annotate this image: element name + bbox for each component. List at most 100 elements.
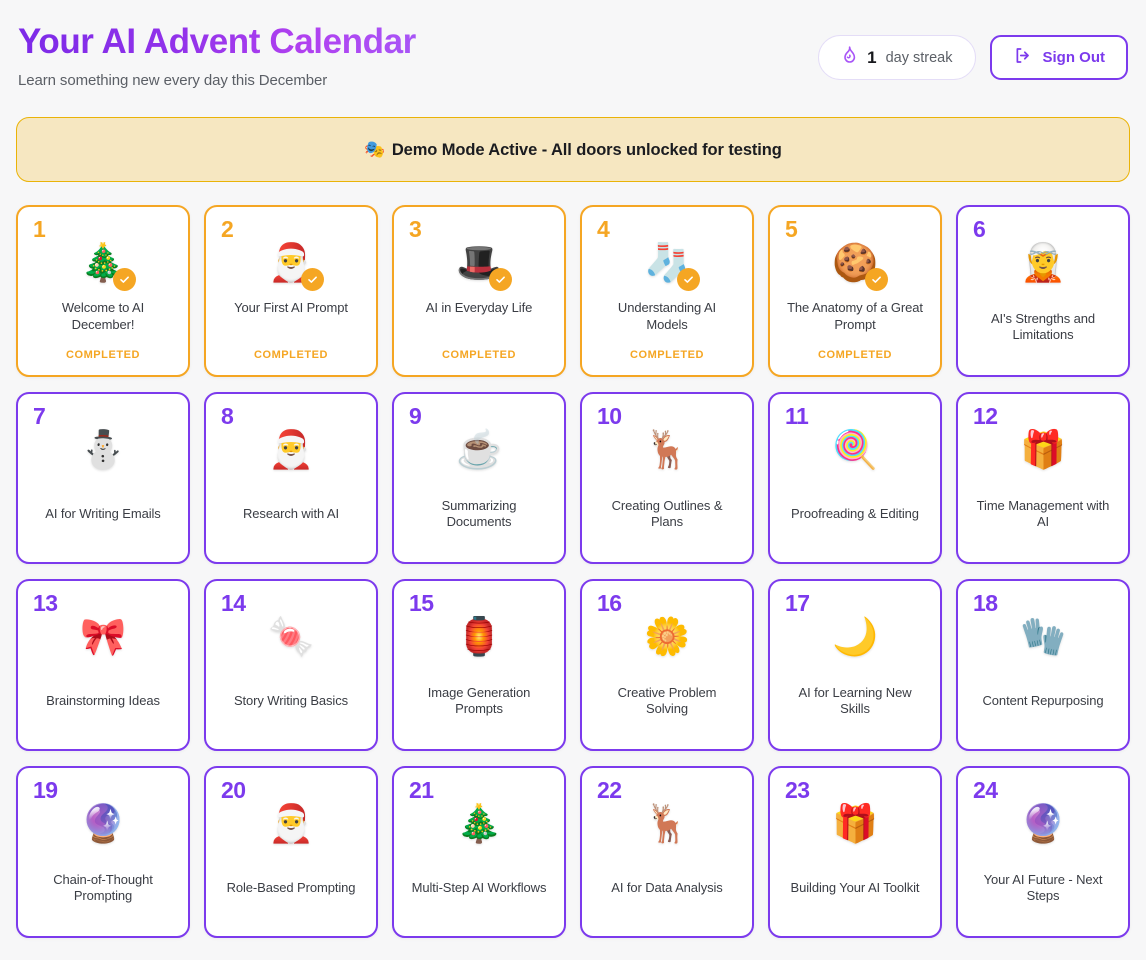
door-emoji-wrap: 🏮 [404, 605, 554, 667]
door-emoji-wrap: 🧤 [968, 605, 1118, 667]
door-card[interactable]: 24 🔮 Your AI Future - Next Steps [956, 766, 1130, 939]
check-icon [113, 268, 136, 292]
door-title-text: AI for Learning New Skills [798, 684, 912, 717]
door-card[interactable]: 14 🍬 Story Writing Basics [204, 579, 378, 752]
door-emoji-icon: 🍭 [831, 428, 879, 470]
door-title-text: Your First AI Prompt [234, 300, 348, 316]
check-icon [489, 268, 512, 292]
door-title: Welcome to AI December! [28, 293, 178, 349]
door-card[interactable]: 15 🏮 Image Generation Prompts [392, 579, 566, 752]
door-number: 24 [973, 777, 998, 804]
door-card[interactable]: 23 🎁 Building Your AI Toolkit [768, 766, 942, 939]
door-emoji-icon: 🎅 [267, 802, 315, 844]
door-emoji-icon: 🌼 [643, 615, 691, 657]
streak-badge[interactable]: 1 day streak [818, 35, 976, 80]
door-number: 15 [409, 590, 434, 617]
door-title: Time Management with AI [968, 480, 1118, 548]
door-emoji-wrap: 🌼 [592, 605, 742, 667]
door-title-text: Building Your AI Toolkit [790, 879, 920, 895]
door-emoji-wrap: 🎅 [216, 792, 366, 854]
door-title-text: Proofreading & Editing [791, 505, 919, 521]
calendar-grid: 1 🎄 Welcome to AI December! COMPLETED 2 🎅 Your… [16, 205, 1130, 960]
page-title: Your AI Advent Calendar [18, 22, 416, 61]
door-card[interactable]: 5 🍪 The Anatomy of a Great Prompt COMPLETED [768, 205, 942, 378]
door-title: AI for Writing Emails [28, 480, 178, 548]
door-number: 20 [221, 777, 246, 804]
door-title-text: Role-Based Prompting [226, 879, 356, 895]
door-emoji-wrap: 🍬 [216, 605, 366, 667]
door-emoji-wrap: 🎁 [968, 418, 1118, 480]
door-card[interactable]: 18 🧤 Content Repurposing [956, 579, 1130, 752]
door-emoji-wrap: 🦌 [592, 792, 742, 854]
door-emoji-icon: 🏮 [455, 615, 503, 657]
header-actions: 1 day streak Sign Out [818, 35, 1130, 80]
door-emoji-icon: 🌙 [831, 615, 879, 657]
door-card[interactable]: 9 ☕ Summarizing Documents [392, 392, 566, 565]
door-number: 11 [785, 403, 809, 430]
door-emoji-wrap: 🧦 [592, 231, 742, 293]
door-card[interactable]: 1 🎄 Welcome to AI December! COMPLETED [16, 205, 190, 378]
door-number: 14 [221, 590, 246, 617]
door-title: Multi-Step AI Workflows [404, 854, 554, 922]
door-emoji-wrap: 🎅 [216, 231, 366, 293]
door-title: Your First AI Prompt [216, 293, 366, 349]
door-emoji-icon: 🦌 [643, 428, 691, 470]
check-icon [677, 268, 700, 292]
door-title-text: AI's Strengths and Limitations [990, 310, 1096, 343]
door-emoji-wrap: 🌙 [780, 605, 930, 667]
door-card[interactable]: 2 🎅 Your First AI Prompt COMPLETED [204, 205, 378, 378]
door-emoji-wrap: ☕ [404, 418, 554, 480]
door-emoji-icon: ⛄ [79, 428, 127, 470]
door-card[interactable]: 8 🎅 Research with AI [204, 392, 378, 565]
door-card[interactable]: 10 🦌 Creating Outlines & Plans [580, 392, 754, 565]
door-card[interactable]: 16 🌼 Creative Problem Solving [580, 579, 754, 752]
door-number: 19 [33, 777, 58, 804]
door-card[interactable]: 4 🧦 Understanding AI Models COMPLETED [580, 205, 754, 378]
door-title-text: Your AI Future - Next Steps [983, 871, 1103, 904]
sign-out-button[interactable]: Sign Out [989, 35, 1128, 80]
door-card[interactable]: 22 🦌 AI for Data Analysis [580, 766, 754, 939]
door-emoji-icon: 🧝 [1019, 241, 1067, 283]
door-emoji-icon: 🎀 [79, 615, 127, 657]
door-emoji-icon: 🍬 [267, 615, 315, 657]
door-title: Brainstorming Ideas [28, 667, 178, 735]
door-card[interactable]: 7 ⛄ AI for Writing Emails [16, 392, 190, 565]
door-title-text: Creating Outlines & Plans [611, 497, 723, 530]
door-emoji-icon: ☕ [455, 428, 503, 470]
door-title-text: Image Generation Prompts [427, 684, 531, 717]
door-card[interactable]: 13 🎀 Brainstorming Ideas [16, 579, 190, 752]
door-card[interactable]: 20 🎅 Role-Based Prompting [204, 766, 378, 939]
door-status-badge: COMPLETED [817, 349, 892, 362]
door-emoji-wrap: 🔮 [28, 792, 178, 854]
door-emoji-icon: 🎄 [455, 802, 503, 844]
door-title: Building Your AI Toolkit [780, 854, 930, 922]
door-title-text: Welcome to AI December! [61, 300, 145, 332]
check-icon [301, 268, 324, 292]
door-card[interactable]: 11 🍭 Proofreading & Editing [768, 392, 942, 565]
door-title: Creative Problem Solving [592, 667, 742, 735]
door-card[interactable]: 3 🎩 AI in Everyday Life COMPLETED [392, 205, 566, 378]
door-title: Summarizing Documents [404, 480, 554, 548]
door-card[interactable]: 21 🎄 Multi-Step AI Workflows [392, 766, 566, 939]
door-card[interactable]: 6 🧝 AI's Strengths and Limitations [956, 205, 1130, 378]
door-number: 16 [597, 590, 622, 617]
door-number: 3 [409, 216, 422, 243]
door-number: 12 [973, 403, 998, 430]
door-emoji-icon: 🎁 [831, 802, 879, 844]
door-emoji-wrap: 🎅 [216, 418, 366, 480]
door-emoji-wrap: 🍪 [780, 231, 930, 293]
door-title-text: Summarizing Documents [441, 497, 517, 530]
door-emoji-icon: 🦌 [643, 802, 691, 844]
door-emoji-icon: 🎅 [267, 428, 315, 470]
flame-icon [841, 45, 858, 70]
door-emoji-icon: 🔮 [79, 802, 127, 844]
door-emoji-wrap: 🎩 [404, 231, 554, 293]
door-card[interactable]: 12 🎁 Time Management with AI [956, 392, 1130, 565]
door-card[interactable]: 17 🌙 AI for Learning New Skills [768, 579, 942, 752]
door-title: Image Generation Prompts [404, 667, 554, 735]
door-title: Understanding AI Models [592, 293, 742, 349]
door-card[interactable]: 19 🔮 Chain-of-Thought Prompting [16, 766, 190, 939]
door-number: 23 [785, 777, 810, 804]
sign-out-label: Sign Out [1042, 49, 1106, 66]
